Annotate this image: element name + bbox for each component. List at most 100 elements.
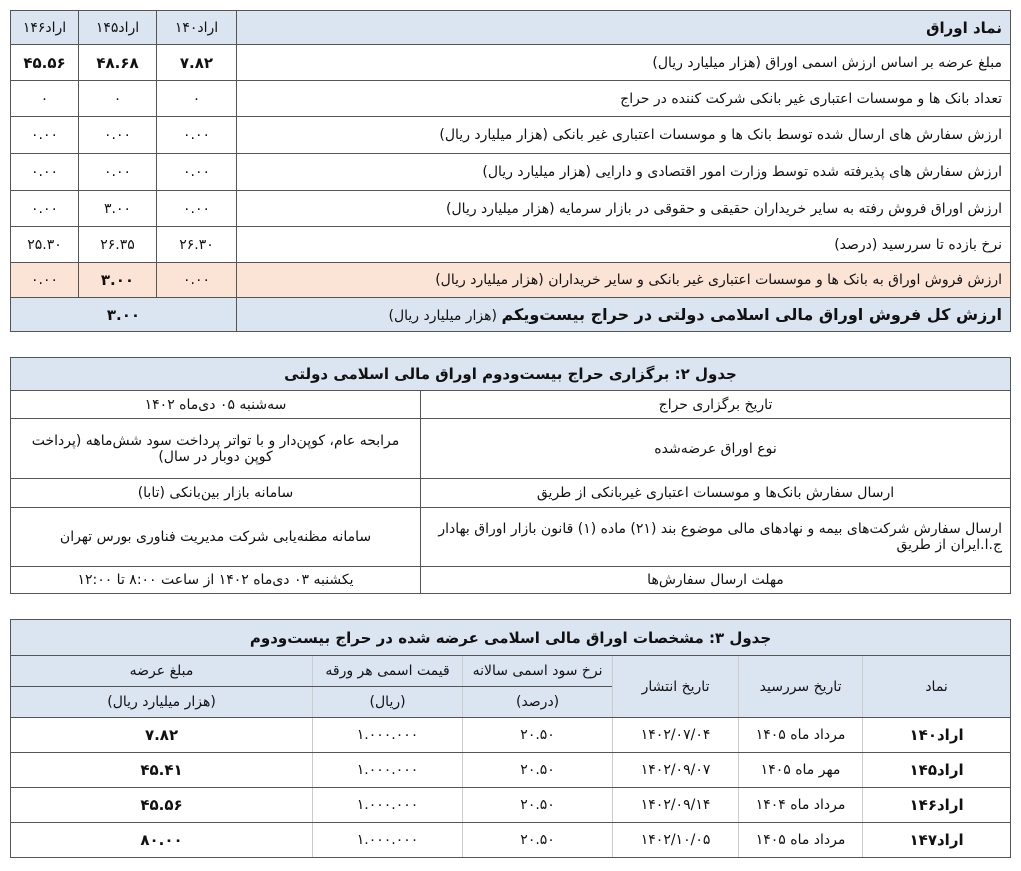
cell-rate: ۲۰.۵۰ (462, 822, 614, 858)
row-label: ارزش سفارش های پذیرفته شده توسط وزارت ام… (236, 153, 1011, 191)
row-label: نوع اوراق عرضه‌شده (420, 418, 1011, 479)
table-row: ارزش اوراق فروش رفته به سایر خریداران حق… (10, 190, 1011, 227)
auction-info-table: جدول ۲: برگزاری حراج بیست‌ودوم اوراق مال… (10, 357, 1011, 594)
col-header: اراد۱۴۶ (10, 10, 79, 45)
row-value: ۰ (156, 80, 237, 117)
cell-rate: ۲۰.۵۰ (462, 752, 614, 788)
cell-amount: ۷.۸۲ (9, 717, 314, 753)
cell-issue: ۱۴۰۲/۰۷/۰۴ (612, 717, 740, 753)
row-value: ۳.۰۰ (78, 190, 157, 227)
cell-issue: ۱۴۰۲/۰۹/۰۷ (612, 752, 740, 788)
row-value: سامانه بازار بین‌بانکی (تابا) (10, 478, 421, 508)
cell-symbol: اراد۱۴۵ (862, 752, 1012, 788)
row-value: ۲۵.۳۰ (10, 226, 79, 263)
table-row: نوع اوراق عرضه‌شده مرابحه عام، کوپن‌دار و… (10, 418, 1011, 479)
header-rate-unit: (درصد) (462, 686, 614, 718)
row-label: مهلت ارسال سفارش‌ها (420, 566, 1011, 594)
row-value: ۰ (10, 80, 79, 117)
table-row: اراد۱۴۷ مرداد ماه ۱۴۰۵ ۱۴۰۲/۱۰/۰۵ ۲۰.۵۰ ۱.۰۰… (9, 822, 1012, 858)
cell-rate: ۲۰.۵۰ (462, 787, 614, 823)
table-row: تعداد بانک ها و موسسات اعتباری غیر بانکی… (10, 80, 1011, 117)
row-label: ارزش اوراق فروش رفته به سایر خریداران حق… (236, 190, 1011, 227)
row-value: ۰.۰۰ (10, 153, 79, 191)
row-value: ۰.۰۰ (156, 190, 237, 227)
cell-price: ۱.۰۰۰.۰۰۰ (312, 822, 464, 858)
auction-results-table: نماد اوراق اراد۱۴۰ اراد۱۴۵ اراد۱۴۶ مبلغ … (10, 10, 1011, 332)
table-row: ارسال سفارش بانک‌ها و موسسات اعتباری غیر… (10, 478, 1011, 508)
row-label: تعداد بانک ها و موسسات اعتباری غیر بانکی… (236, 80, 1011, 117)
col-header: اراد۱۴۰ (156, 10, 237, 45)
cell-symbol: اراد۱۴۰ (862, 717, 1012, 753)
table-row: اراد۱۴۰ مرداد ماه ۱۴۰۵ ۱۴۰۲/۰۷/۰۴ ۲۰.۵۰ ۱.۰۰… (9, 717, 1012, 753)
header-amount: مبلغ عرضه (9, 655, 314, 687)
cell-maturity: مرداد ماه ۱۴۰۵ (738, 717, 864, 753)
cell-maturity: مرداد ماه ۱۴۰۵ (738, 822, 864, 858)
table-row: اراد۱۴۵ مهر ماه ۱۴۰۵ ۱۴۰۲/۰۹/۰۷ ۲۰.۵۰ ۱.۰۰۰.… (9, 752, 1012, 788)
total-unit: (هزار میلیارد ریال) (388, 308, 498, 324)
header-issue: تاریخ انتشار (612, 655, 740, 718)
header-symbol: نماد (862, 655, 1012, 718)
cell-price: ۱.۰۰۰.۰۰۰ (312, 787, 464, 823)
cell-symbol: اراد۱۴۷ (862, 822, 1012, 858)
row-value: ۰.۰۰ (10, 190, 79, 227)
cell-amount: ۴۵.۵۶ (9, 787, 314, 823)
header-label: نماد اوراق (236, 10, 1011, 45)
row-label: ارسال سفارش بانک‌ها و موسسات اعتباری غیر… (420, 478, 1011, 508)
header-rate: نرخ سود اسمی سالانه (462, 655, 614, 687)
cell-amount: ۴۵.۴۱ (9, 752, 314, 788)
row-value: ۰.۰۰ (10, 116, 79, 154)
row-value: ۷.۸۲ (156, 44, 237, 81)
cell-amount: ۸۰.۰۰ (9, 822, 314, 858)
securities-spec-table: جدول ۳: مشخصات اوراق مالی اسلامی عرضه شد… (9, 619, 1012, 858)
table-row: ارسال سفارش شرکت‌های بیمه و نهادهای مالی… (10, 507, 1011, 567)
row-value: سه‌شنبه ۰۵ دی‌ماه ۱۴۰۲ (10, 390, 421, 419)
row-label: ارسال سفارش شرکت‌های بیمه و نهادهای مالی… (420, 507, 1011, 567)
row-value: ۴۵.۵۶ (10, 44, 79, 81)
cell-maturity: مهر ماه ۱۴۰۵ (738, 752, 864, 788)
cell-issue: ۱۴۰۲/۰۹/۱۴ (612, 787, 740, 823)
table-row: ارزش فروش اوراق به بانک ها و موسسات اعتب… (10, 262, 1011, 298)
row-value: ۰.۰۰ (156, 262, 237, 298)
row-value: ۴۸.۶۸ (78, 44, 157, 81)
header-price-unit: (ریال) (312, 686, 464, 718)
cell-symbol: اراد۱۴۶ (862, 787, 1012, 823)
row-label: تاریخ برگزاری حراج (420, 390, 1011, 419)
row-value: یکشنبه ۰۳ دی‌ماه ۱۴۰۲ از ساعت ۸:۰۰ تا ۱۲… (10, 566, 421, 594)
cell-issue: ۱۴۰۲/۱۰/۰۵ (612, 822, 740, 858)
row-label: نرخ بازده تا سررسید (درصد) (236, 226, 1011, 263)
col-header: اراد۱۴۵ (78, 10, 157, 45)
row-value: ۲۶.۳۵ (78, 226, 157, 263)
row-value: ۰.۰۰ (78, 116, 157, 154)
table3-title: جدول ۳: مشخصات اوراق مالی اسلامی عرضه شد… (9, 619, 1012, 656)
cell-price: ۱.۰۰۰.۰۰۰ (312, 717, 464, 753)
table-row: تاریخ برگزاری حراج سه‌شنبه ۰۵ دی‌ماه ۱۴۰۲ (10, 390, 1011, 419)
table-row: مهلت ارسال سفارش‌ها یکشنبه ۰۳ دی‌ماه ۱۴۰۲… (10, 566, 1011, 594)
table-row: ارزش سفارش های ارسال شده توسط بانک ها و … (10, 116, 1011, 154)
header-price: قیمت اسمی هر ورقه (312, 655, 464, 687)
table2-title: جدول ۲: برگزاری حراج بیست‌ودوم اوراق مال… (10, 357, 1011, 391)
row-label: مبلغ عرضه بر اساس ارزش اسمی اوراق (هزار … (236, 44, 1011, 81)
row-value: ۰.۰۰ (156, 153, 237, 191)
cell-rate: ۲۰.۵۰ (462, 717, 614, 753)
row-value: ۳.۰۰ (78, 262, 157, 298)
cell-maturity: مرداد ماه ۱۴۰۴ (738, 787, 864, 823)
total-label: ارزش کل فروش اوراق مالی اسلامی دولتی در … (501, 305, 1002, 324)
row-label: ارزش سفارش های ارسال شده توسط بانک ها و … (236, 116, 1011, 154)
row-value: ۲۶.۳۰ (156, 226, 237, 263)
row-value: سامانه مظنه‌یابی شرکت مدیریت فناوری بورس… (10, 507, 421, 567)
table-row: ارزش سفارش های پذیرفته شده توسط وزارت ام… (10, 153, 1011, 191)
row-value: ۰.۰۰ (78, 153, 157, 191)
table-row: مبلغ عرضه بر اساس ارزش اسمی اوراق (هزار … (10, 44, 1011, 81)
row-label: ارزش فروش اوراق به بانک ها و موسسات اعتب… (236, 262, 1011, 298)
row-value: ۰.۰۰ (156, 116, 237, 154)
row-value: ۰ (78, 80, 157, 117)
header-amount-unit: (هزار میلیارد ریال) (9, 686, 314, 718)
table-row: اراد۱۴۶ مرداد ماه ۱۴۰۴ ۱۴۰۲/۰۹/۱۴ ۲۰.۵۰ ۱.۰۰… (9, 787, 1012, 823)
cell-price: ۱.۰۰۰.۰۰۰ (312, 752, 464, 788)
row-value: ۰.۰۰ (10, 262, 79, 298)
row-value: مرابحه عام، کوپن‌دار و با تواتر پرداخت س… (10, 418, 421, 479)
table-row: نرخ بازده تا سررسید (درصد) ۲۶.۳۰ ۲۶.۳۵ ۲۵.۳… (10, 226, 1011, 263)
total-row: ارزش کل فروش اوراق مالی اسلامی دولتی در … (10, 297, 1011, 332)
header-maturity: تاریخ سررسید (738, 655, 864, 718)
total-value: ۳.۰۰ (10, 297, 237, 332)
